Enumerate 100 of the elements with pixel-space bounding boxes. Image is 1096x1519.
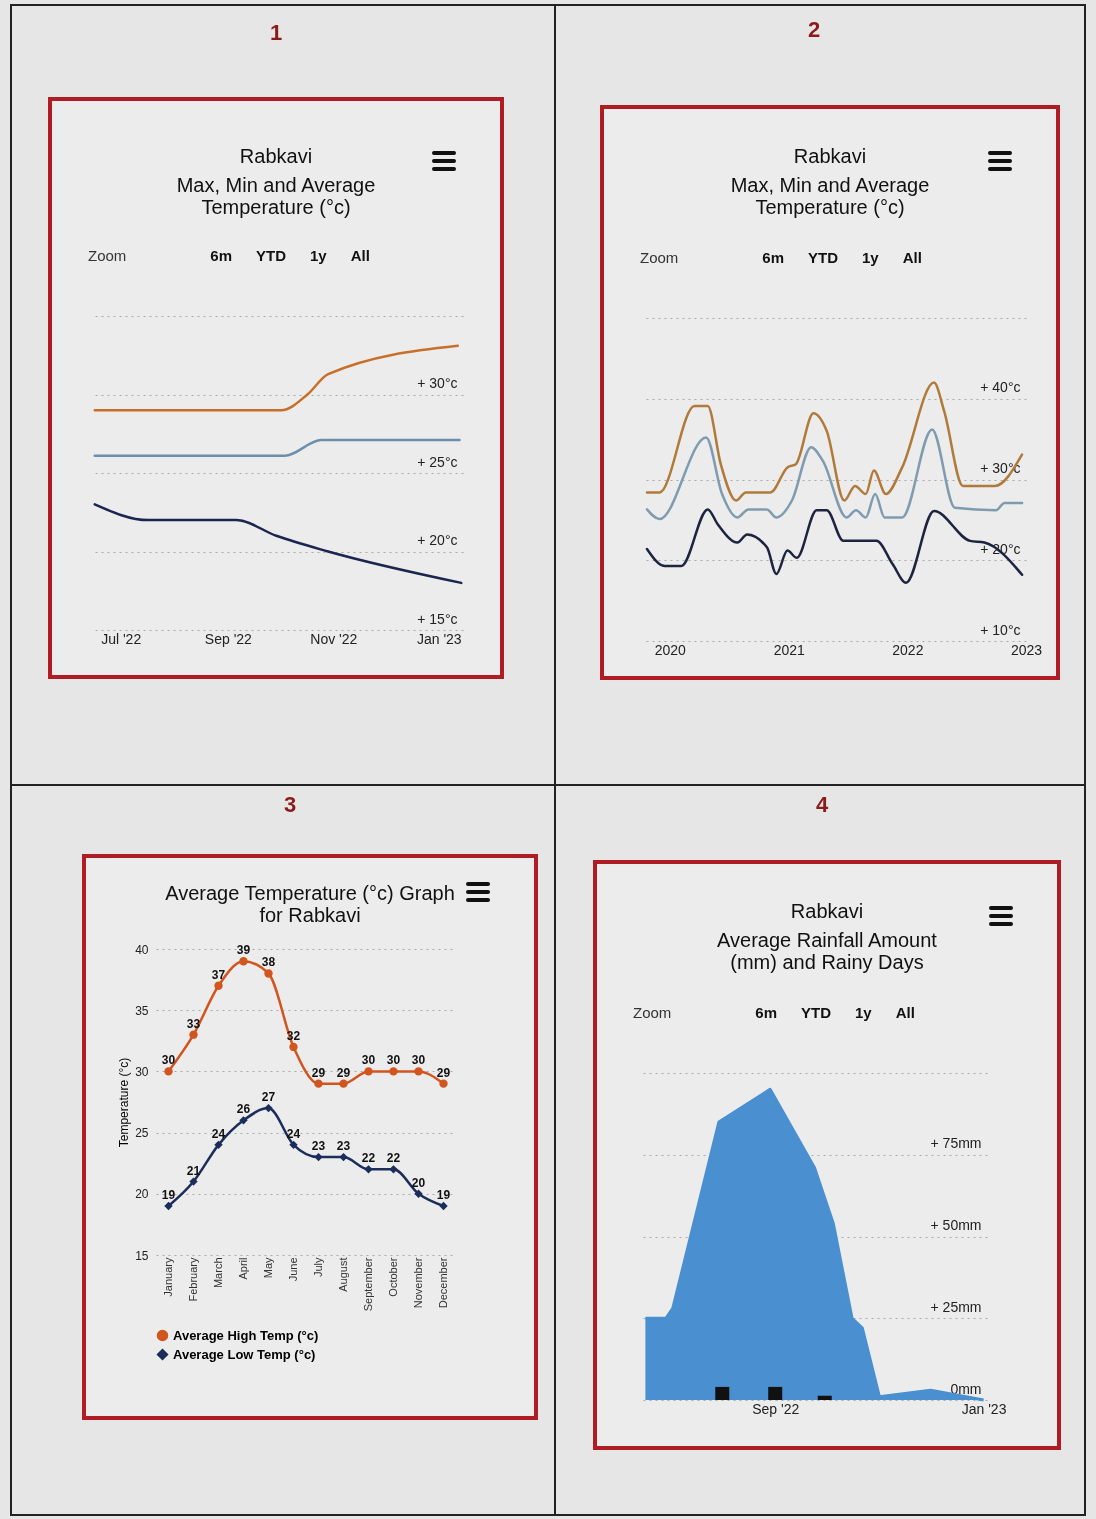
chart-subtitle: Max, Min and Average Temperature (°c) [175,174,377,218]
text: Zoom [88,247,127,264]
text: 6m [762,249,785,266]
point [314,1079,323,1088]
text: All [350,247,370,264]
x-tick-label: November [412,1257,424,1309]
text: YTD [801,1004,832,1021]
data-label: 29 [311,1065,326,1080]
point [239,957,248,966]
y-tick-label: + 25°c [417,453,458,470]
y-tick-label: + 15°c [417,610,458,627]
x-tick-label: February [187,1257,199,1302]
point [214,981,223,990]
data-label: 27 [261,1090,276,1105]
y-tick-label: + 40°c [980,379,1021,396]
data-label: 37 [211,967,226,982]
data-label: 24 [286,1126,301,1141]
y-tick-label: + 75mm [930,1135,982,1152]
point [214,1140,223,1150]
x-tick-label: Sep '22 [204,630,253,647]
text: Zoom [633,1004,672,1021]
data-label: 39 [236,943,251,958]
data-label: 26 [236,1102,251,1117]
y-tick-label: 30 [135,1064,149,1079]
chart-title: Rabkavi [792,145,868,168]
text: 1y [855,1004,872,1021]
data-label: 22 [386,1151,401,1166]
data-label: 30 [386,1053,401,1068]
point [289,1042,298,1052]
y-tick-label: 20 [135,1187,149,1202]
data-label: 23 [336,1139,351,1154]
text: 1y [310,247,327,264]
chart-title: Average Temperature (°c) Graph for Rabkavi [165,882,455,926]
point [414,1067,423,1076]
text: 6m [210,247,233,264]
point [364,1067,373,1076]
text: YTD [808,249,839,266]
text: Zoom [640,249,679,266]
point [164,1067,173,1076]
data-label: 30 [161,1053,176,1068]
data-label: 19 [436,1188,451,1203]
data-label: 21 [186,1163,201,1178]
text: 1y [862,249,879,266]
point [289,1140,298,1150]
y-tick-label: 15 [135,1248,149,1263]
x-tick-label: December [437,1257,449,1309]
x-tick-label: April [237,1257,249,1280]
y-tick-label: + 25mm [930,1298,982,1315]
text: All [895,1004,915,1021]
y-tick-label: + 10°c [980,621,1021,638]
x-tick-label: Sep '22 [752,1400,800,1417]
legend-label: Average High Temp (°c) [173,1327,319,1343]
text: 2 [807,17,821,43]
text: YTD [256,247,287,264]
y-tick-label: + 20°c [417,532,458,548]
x-tick-label: 2020 [654,641,687,658]
point [189,1030,198,1039]
legend-label: Average Low Temp (°c) [173,1346,316,1362]
chart-subtitle: Max, Min and Average Temperature (°c) [729,174,931,218]
x-tick-label: March [212,1257,224,1289]
text: 3 [283,792,297,818]
y-tick-label: 0mm [950,1380,982,1397]
y-tick-label: 25 [135,1126,149,1141]
data-label: 22 [361,1151,376,1166]
point [314,1152,323,1162]
point [189,1177,198,1186]
text: 1 [269,20,283,46]
point [164,1201,173,1211]
chart-title: Rabkavi [789,900,865,923]
y-axis-title: Temperature (°c) [117,1057,132,1148]
chart-title: Rabkavi [238,145,314,168]
x-tick-label: Nov '22 [310,630,358,647]
x-tick-label: Jan '23 [416,630,462,647]
point [439,1079,448,1088]
point [339,1079,348,1088]
data-label: 24 [211,1126,226,1141]
data-label: 23 [311,1139,326,1154]
point [364,1165,373,1174]
x-tick-label: September [362,1257,374,1312]
x-tick-label: 2023 [1010,641,1043,658]
y-tick-label: + 50mm [930,1217,982,1233]
data-label: 30 [361,1053,376,1068]
x-tick-label: May [262,1257,274,1279]
data-label: 38 [261,955,276,970]
x-tick-label: Jul '22 [101,630,142,647]
x-tick-label: Jan '23 [961,1400,1007,1417]
point [439,1201,448,1211]
point [339,1152,348,1162]
x-tick-label: 2021 [773,641,805,658]
point [414,1189,423,1198]
x-tick-label: July [312,1257,324,1278]
data-label: 29 [336,1065,351,1080]
point [264,969,273,978]
x-tick-label: August [337,1257,349,1292]
x-tick-label: 2022 [892,641,924,658]
point [389,1165,398,1174]
chart-subtitle: Average Rainfall Amount (mm) and Rainy Days [716,929,938,973]
data-label: 19 [161,1188,176,1203]
text: 4 [815,792,829,818]
text: All [902,249,922,266]
